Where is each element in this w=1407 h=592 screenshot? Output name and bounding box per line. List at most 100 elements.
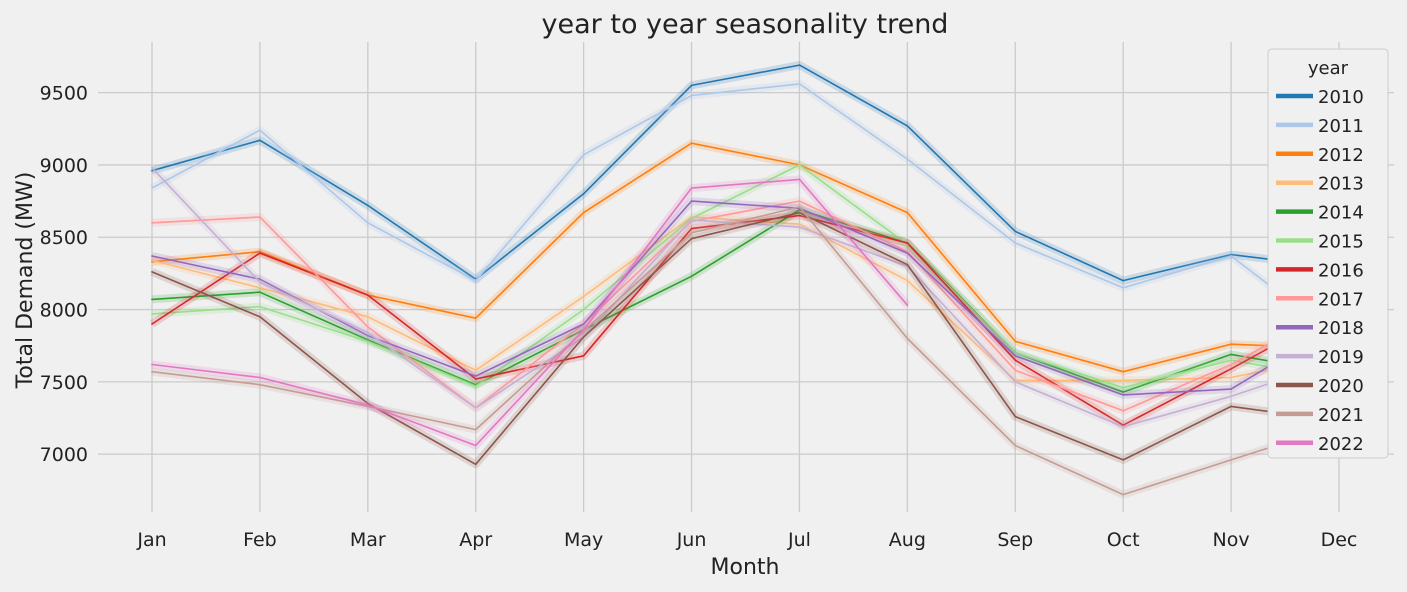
legend-item: 2020 xyxy=(1276,376,1364,397)
x-tick-label: Mar xyxy=(350,529,386,551)
data-point xyxy=(582,308,585,311)
data-point xyxy=(259,129,261,132)
legend-label: 2017 xyxy=(1318,289,1364,310)
data-point xyxy=(151,187,153,190)
series-line xyxy=(151,178,909,447)
series-line xyxy=(151,211,1340,466)
data-point xyxy=(906,304,909,307)
data-point xyxy=(259,250,261,253)
data-point xyxy=(259,216,261,218)
data-point xyxy=(798,178,801,181)
legend-item: 2010 xyxy=(1276,87,1364,108)
series-line xyxy=(151,83,1340,340)
data-point xyxy=(690,219,693,221)
legend-label: 2014 xyxy=(1318,203,1364,224)
legend-item: 2022 xyxy=(1276,434,1364,455)
data-point xyxy=(798,226,801,229)
series-line xyxy=(151,206,1340,496)
legend: year 20102011201220132014201520162017201… xyxy=(1267,48,1389,459)
x-tick-label: Apr xyxy=(459,529,492,551)
data-point xyxy=(582,336,585,338)
data-point xyxy=(582,323,585,325)
data-point xyxy=(1122,425,1125,428)
legend-item: 2012 xyxy=(1276,145,1364,166)
series-line xyxy=(151,64,1340,282)
x-axis-label: Month xyxy=(711,555,780,580)
data-point xyxy=(259,291,261,294)
data-point xyxy=(906,263,909,266)
data-point xyxy=(1122,493,1125,496)
data-point xyxy=(1122,279,1125,282)
legend-label: 2013 xyxy=(1318,174,1364,195)
x-tick-label: Oct xyxy=(1107,529,1140,551)
data-point xyxy=(366,404,369,406)
x-tick-label: Sep xyxy=(997,529,1033,551)
data-point xyxy=(1230,363,1232,366)
x-tick-label: Dec xyxy=(1321,529,1358,551)
data-point xyxy=(259,286,261,289)
data-point xyxy=(906,279,909,282)
data-point xyxy=(1230,388,1232,390)
data-point xyxy=(1014,340,1017,343)
data-point xyxy=(690,275,693,278)
data-point xyxy=(259,305,261,308)
data-point xyxy=(366,402,369,405)
legend-label: 2020 xyxy=(1318,376,1364,397)
data-point xyxy=(151,169,153,172)
data-point xyxy=(690,94,693,97)
y-axis: 7000 7500 8000 8500 9000 9500 xyxy=(40,83,88,467)
data-point xyxy=(582,192,585,195)
data-point xyxy=(259,139,261,142)
data-point xyxy=(1122,459,1125,461)
x-tick-label: Aug xyxy=(889,529,926,551)
legend-item: 2021 xyxy=(1276,405,1364,426)
data-point xyxy=(690,84,693,87)
legend-item: 2017 xyxy=(1276,289,1364,310)
x-tick-label: Jun xyxy=(676,529,707,551)
data-point xyxy=(1014,352,1017,354)
data-point xyxy=(1230,395,1232,398)
data-point xyxy=(1122,386,1125,389)
data-point xyxy=(259,376,261,379)
data-point xyxy=(798,164,801,166)
data-point xyxy=(366,221,369,224)
data-point xyxy=(151,260,153,263)
data-point xyxy=(366,294,369,296)
data-point xyxy=(1122,379,1125,382)
data-point xyxy=(366,331,369,334)
data-point xyxy=(1230,459,1232,461)
data-point xyxy=(474,428,477,431)
data-point xyxy=(1230,255,1232,257)
y-tick-label: 8000 xyxy=(40,300,88,322)
data-point xyxy=(1122,394,1125,396)
x-tick-label: Feb xyxy=(243,529,277,551)
data-point xyxy=(474,375,477,377)
data-point xyxy=(1230,359,1232,362)
series-line xyxy=(151,164,1340,389)
data-point xyxy=(582,295,585,298)
data-point xyxy=(151,166,153,169)
data-point xyxy=(690,232,693,234)
data-point xyxy=(474,444,477,447)
legend-item: 2016 xyxy=(1276,260,1364,281)
data-point xyxy=(474,463,477,466)
data-point xyxy=(151,298,153,301)
data-point xyxy=(151,363,153,366)
data-point xyxy=(798,64,801,66)
legend-title: year xyxy=(1308,58,1349,79)
series-2011 xyxy=(150,79,1342,342)
data-point xyxy=(906,337,909,340)
series-2014 xyxy=(151,205,1340,396)
data-point xyxy=(1014,359,1017,362)
data-point xyxy=(259,281,261,283)
data-point xyxy=(151,221,153,224)
data-point xyxy=(474,407,477,409)
data-point xyxy=(259,278,261,281)
data-point xyxy=(366,340,369,343)
legend-label: 2016 xyxy=(1318,260,1364,281)
data-point xyxy=(906,242,909,244)
data-point xyxy=(906,125,909,127)
series-2022 xyxy=(151,175,911,450)
x-tick-label: Jul xyxy=(787,529,811,551)
series-line xyxy=(151,200,1340,396)
